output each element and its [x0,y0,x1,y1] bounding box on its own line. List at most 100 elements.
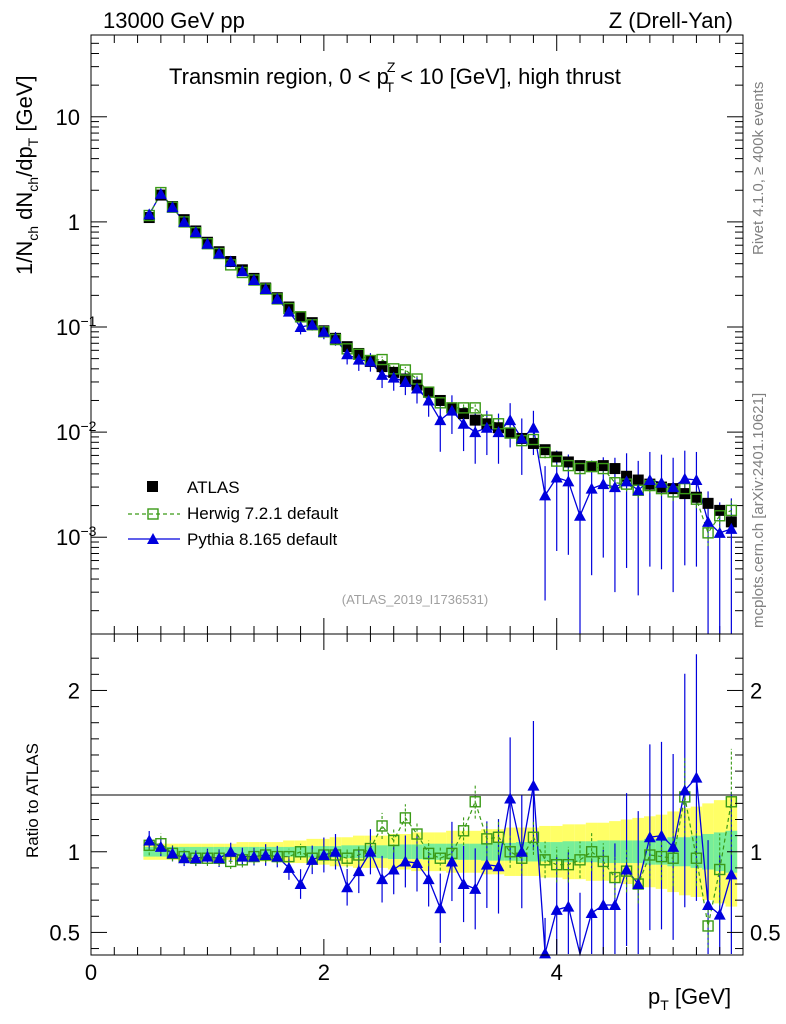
atlas-point [632,474,644,486]
pythia-point [678,472,691,484]
ylabel-d: [GeV] [12,75,37,137]
pythia-ratio-point [201,850,214,862]
pythia-ratio-point [166,847,179,859]
pythia-point [259,282,272,294]
atlas-point [527,437,539,449]
pythia-ratio-point [504,792,517,804]
y-tick-base: 10 [56,315,80,340]
ratio-y-tick-label-right: 0.5 [750,920,781,945]
pythia-ratio-point [189,852,202,864]
pythia-point [713,526,726,538]
herwig-point [469,402,481,414]
legend-atlas-label: ATLAS [187,478,240,497]
legend-herwig-label: Herwig 7.2.1 default [187,504,338,523]
pythia-ratio-point [248,850,260,862]
ratio-y-ticks: 0.5 0.5 1 1 2 2 [49,657,781,950]
herwig-ratio-point [457,825,470,837]
legend: ATLAS Herwig 7.2.1 default Pythia 8.165 … [128,478,338,549]
pythia-ratio-point [608,898,621,910]
herwig-point [690,493,703,505]
herwig-point [702,527,714,539]
herwig-point [539,446,551,459]
ylabel-s3: T [25,137,41,146]
pythia-point [725,522,738,534]
ylabel-b: dN [12,192,37,226]
herwig-point [551,455,563,467]
herwig-ratio-point [539,854,551,866]
pythia-point [585,482,598,494]
pythia-ratio-point [434,902,447,914]
atlas-point [597,460,609,472]
pythia-point [306,318,319,330]
herwig-ratio-point [388,834,400,847]
herwig-ratio-point [341,852,353,864]
herwig-ratio-point [504,846,516,858]
pythia-ratio-point [620,863,633,875]
ratio-band-inner [143,846,156,857]
energy-label: 13000 GeV pp [103,8,245,33]
herwig-ratio-point [585,846,598,858]
ratio-y-tick-label: 0.5 [49,920,80,945]
pythia-point [236,265,249,277]
pythia-point [608,481,621,493]
pythia-ratio-point [690,771,703,783]
pythia-ratio-point [259,848,272,860]
y-tick-label: 10−2 [56,418,97,445]
y-tick-exponent: −1 [80,313,96,329]
herwig-ratio-point [283,850,295,863]
legend-atlas-marker [147,481,158,492]
pythia-ratio-point [364,845,377,857]
pythia-point [166,201,179,213]
herwig-ratio-point [411,828,423,840]
atlas-point [725,516,737,528]
pythia-point [655,476,668,488]
y-tick-base: 10 [56,525,80,550]
herwig-ratio-point [562,858,575,871]
pythia-ratio-point [643,831,656,843]
atlas-point [423,386,435,398]
ratio-y-tick-label: 1 [68,840,80,865]
pythia-ratio-point [387,863,400,875]
herwig-point [434,397,446,409]
pythia-point [702,515,715,527]
y-tick-base: 10 [56,105,80,130]
herwig-point [714,510,726,522]
herwig-ratio-point [702,920,714,932]
pythia-ratio-point [224,845,237,857]
herwig-ratio-point [714,863,726,876]
herwig-point [597,462,609,475]
pythia-ratio-point [480,858,493,870]
pythia-ratio-point [294,878,307,890]
herwig-ratio-point [597,855,609,868]
ylabel-a: 1/N [12,241,37,275]
ratio-band-inner [422,843,435,860]
pythia-ratio-point [585,907,598,919]
pythia-ratio-point [376,873,389,885]
pythia-ratio-point [282,861,295,873]
pythia-point [527,421,540,433]
pythia-point [376,368,389,380]
herwig-point [574,462,586,475]
atlas-point [539,444,551,456]
pythia-ratio-point [422,873,435,885]
atlas-point [586,461,598,473]
ratio-band-inner [434,843,447,860]
title-part-1: Transmin region, 0 < p [169,64,389,89]
main-panel: Transmin region, 0 < pZ T < 10 [GeV], hig… [12,34,744,635]
atlas-point [458,408,470,420]
herwig-ratio-point [609,871,621,884]
herwig-ratio-point [644,849,656,861]
y-tick-label: 10−3 [56,523,97,550]
pythia-ratio-point [213,852,226,864]
pythia-ratio-point [655,829,668,841]
pythia-point [492,426,505,438]
pythia-ratio-point [143,834,156,846]
pythia-point [341,348,354,360]
pythia-point [224,255,237,267]
ratio-y-axis-label: Ratio to ATLAS [23,743,42,858]
ratio-y-tick-label: 2 [68,678,80,703]
pythia-ratio-point [469,882,482,894]
title-sub: T [385,79,394,95]
pythia-point [411,382,423,394]
